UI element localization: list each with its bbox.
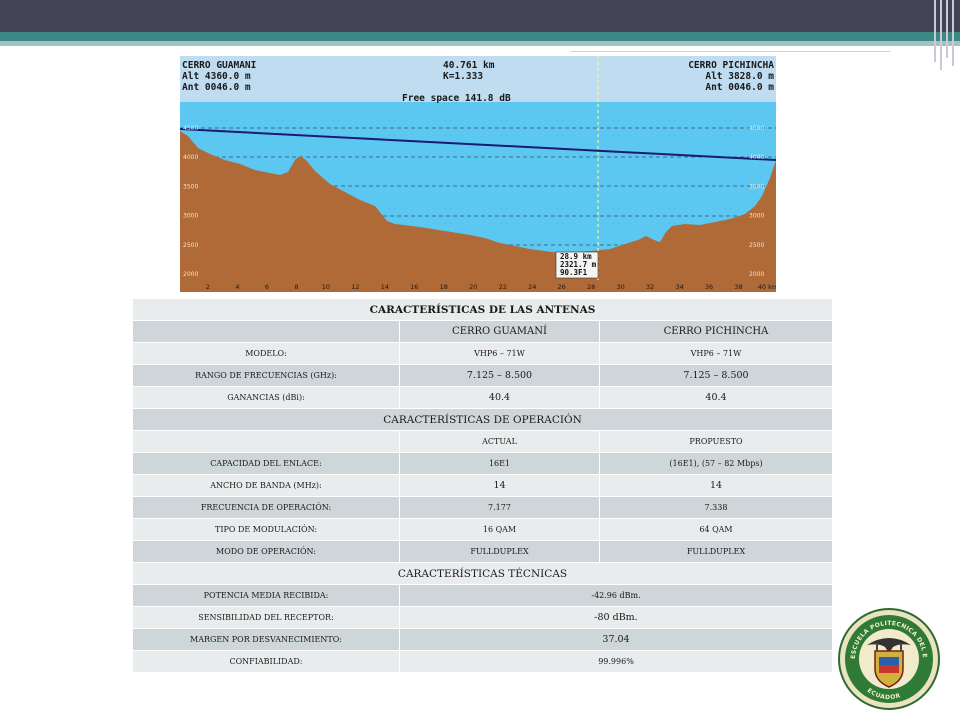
y-tick-right: 3000 [749,213,764,220]
slide-rule [570,46,890,52]
left-site-name: CERRO GUAMANI [182,60,256,71]
y-tick-right: 4500 [749,125,764,132]
x-tick: 2 [206,283,210,291]
table-row: FRECUENCIA DE OPERACIÓN: 7.177 7.338 [132,496,834,519]
path-profile-image: 28.9 km 2321.7 m 90.3F1 CERRO GUAMANI Al… [180,56,776,292]
left-site-ant: Ant 0046.0 m [182,82,251,93]
col-cerro-pichincha: CERRO PICHINCHA [598,320,834,343]
x-tick: 28 [587,283,595,291]
y-tick-left: 3000 [183,213,198,220]
x-tick: 32 [646,283,654,291]
slide-accent-band [0,32,960,41]
x-tick: 18 [440,283,448,291]
y-tick-right: 2000 [749,271,764,278]
col-cerro-guamani: CERRO GUAMANÍ [399,320,600,343]
x-tick: 4 [235,283,239,291]
x-tick: 34 [675,283,683,291]
operation-section-title: CARACTERÍSTICAS DE OPERACIÓN [131,408,834,431]
right-site-ant: Ant 0046.0 m [705,82,774,93]
x-tick: 8 [294,283,298,291]
x-tick: 30 [616,283,624,291]
x-tick: 24 [528,283,536,291]
y-tick-right: 3500 [749,183,764,190]
right-site-name: CERRO PICHINCHA [688,60,774,71]
x-tick: 10 [322,283,330,291]
slide-corner-lines [930,0,960,70]
y-tick-left: 3500 [183,183,198,190]
espe-seal-logo: ESCUELA POLITECNICA DEL EJERCITO ECUADOR [834,602,941,711]
x-tick: 38 [734,283,742,291]
operation-header-row: ACTUAL PROPUESTO [132,430,834,453]
left-site-alt: Alt 4360.0 m [182,71,251,82]
technical-section-title: CARACTERÍSTICAS TÉCNICAS [131,562,834,585]
y-tick-right: 4000 [749,154,764,161]
k-factor: K=1.333 [443,71,483,82]
right-site-alt: Alt 3828.0 m [705,71,774,82]
table-row: GANANCIAS (dBi): 40.4 40.4 [132,386,834,409]
x-tick: 26 [558,283,566,291]
table-row: CONFIABILIDAD: 99.996% [132,650,834,673]
x-tick: 36 [705,283,713,291]
slide-top-bar [0,0,960,32]
table-title: CARACTERÍSTICAS DE LAS ANTENAS [131,298,834,321]
table-row: TIPO DE MODULACIÓN: 16 QAM 64 QAM [132,518,834,541]
y-tick-right: 2500 [749,242,764,249]
free-space-loss: Free space 141.8 dB [402,93,511,104]
readout-distance: 28.9 km [560,252,592,261]
readout-height: 2321.7 m [560,260,597,269]
x-tick: 40 km [758,283,776,291]
col-actual: ACTUAL [399,430,600,453]
table-row: MODO DE OPERACIÓN: FULLDUPLEX FULLDUPLEX [132,540,834,563]
x-tick: 22 [499,283,507,291]
table-row: ANCHO DE BANDA (MHz): 14 14 [132,474,834,497]
x-tick: 16 [410,283,418,291]
table-row: MODELO: VHP6 – 71W VHP6 – 71W [132,342,834,365]
x-tick: 14 [381,283,389,291]
y-tick-left: 4500 [183,125,198,132]
antenna-header-row: CERRO GUAMANÍ CERRO PICHINCHA [132,320,834,343]
x-tick: 12 [351,283,359,291]
path-distance: 40.761 km [443,60,495,71]
table-row: POTENCIA MEDIA RECIBIDA: -42.96 dBm. [132,584,834,607]
x-tick: 6 [265,283,269,291]
y-tick-left: 2000 [183,271,198,278]
y-tick-left: 4000 [183,154,198,161]
col-propuesto: PROPUESTO [598,430,834,453]
table-row: RANGO DE FRECUENCIAS (GHz): 7.125 – 8.50… [132,364,834,387]
readout-fresnel: 90.3F1 [560,268,588,277]
antenna-specs-table: CARACTERÍSTICAS DE LAS ANTENAS CERRO GUA… [131,298,834,673]
y-tick-left: 2500 [183,242,198,249]
slide-accent-band-light [0,41,960,46]
table-row: SENSIBILIDAD DEL RECEPTOR: -80 dBm. [132,606,834,629]
table-row: MARGEN POR DESVANECIMIENTO: 37.04 [132,628,834,651]
x-tick: 20 [469,283,477,291]
table-row: CAPACIDAD DEL ENLACE: 16E1 (16E1), (57 –… [132,452,834,475]
